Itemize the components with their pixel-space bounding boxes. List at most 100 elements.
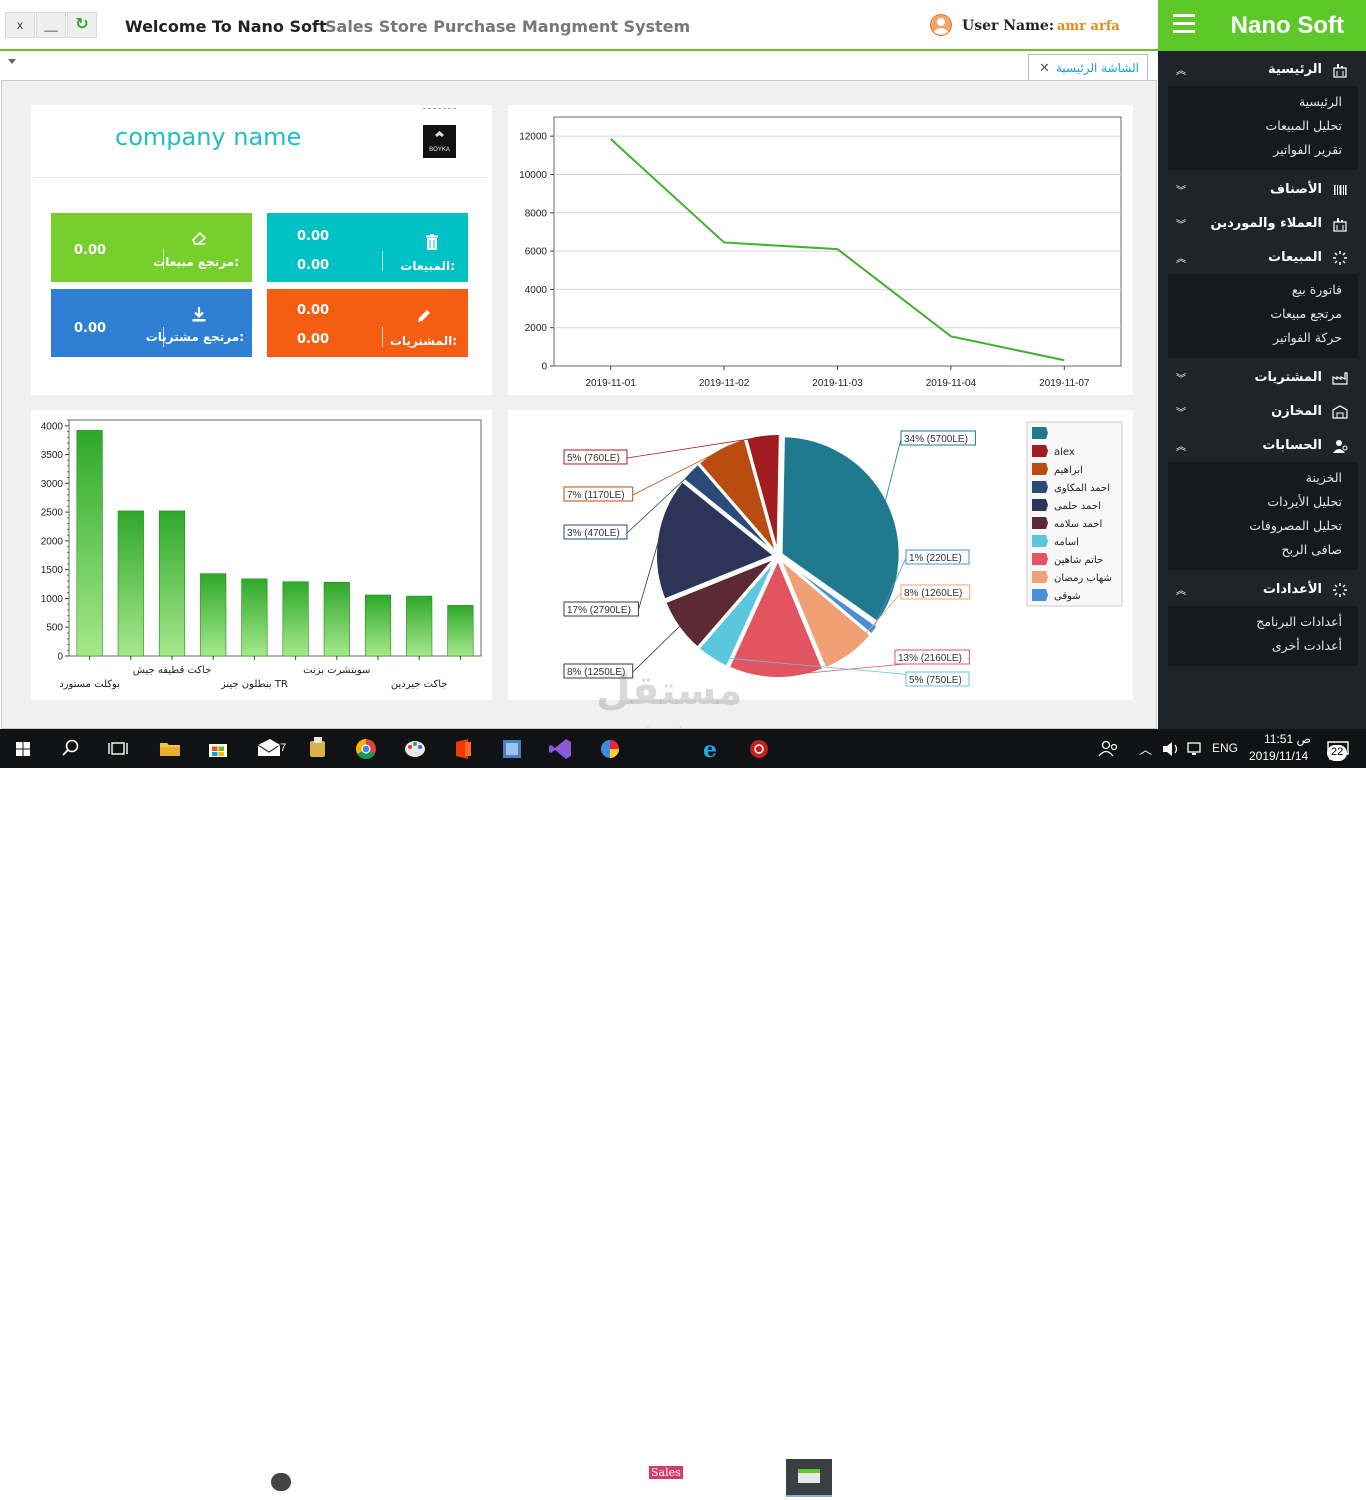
sidebar-item[interactable]: الرئيسية — [1299, 94, 1342, 109]
windows-start-icon[interactable] — [3, 734, 43, 764]
refresh-button[interactable]: ↻ — [67, 12, 97, 38]
legend-swatch — [1032, 589, 1048, 601]
slice-label: 17% (2790LE) — [567, 605, 631, 616]
tab-dropdown-icon[interactable] — [8, 59, 16, 64]
sales-app-taskbar[interactable]: Sales — [640, 1463, 680, 1493]
sidebar-item[interactable]: تحليل المصروفات — [1249, 518, 1342, 533]
slice-label: 1% (220LE) — [909, 553, 962, 564]
legend-swatch — [1032, 481, 1048, 493]
hamburger-menu-icon[interactable] — [1173, 14, 1195, 38]
chevron-down-icon[interactable]: ︾ — [1176, 370, 1186, 385]
active-app-taskbar[interactable] — [786, 1459, 832, 1497]
store-icon[interactable] — [198, 734, 238, 764]
building-icon — [1332, 62, 1348, 78]
volume-icon[interactable] — [1160, 734, 1182, 764]
x-category-label: بنطلون جينز TR — [220, 679, 288, 690]
sidebar-section-3[interactable]: ︽ المبيعات — [1168, 242, 1358, 274]
chevron-down-icon[interactable]: ︾ — [1176, 182, 1186, 197]
tools-app-icon[interactable] — [298, 734, 338, 764]
people-icon[interactable] — [1093, 734, 1125, 764]
y-tick-label: 4000 — [525, 285, 548, 296]
eraser-icon — [190, 228, 208, 246]
tab-strip: ✕ الشاشة الرئيسية — [0, 51, 1158, 80]
sidebar-section-7[interactable]: ︽ الأعدادات — [1168, 574, 1358, 606]
sidebar-section-label: المبيعات — [1268, 250, 1322, 265]
bar — [242, 579, 268, 656]
watermark: مستقل — [596, 668, 742, 714]
internet-explorer-icon[interactable]: e — [690, 734, 730, 764]
chevron-up-icon[interactable]: ︽ — [1176, 582, 1186, 597]
purchase-return-card[interactable]: 0.00 مرتجع مشتريات: — [51, 289, 252, 357]
sidebar-item[interactable]: حركة الفواتير — [1273, 330, 1342, 345]
sidebar-item[interactable]: الخزينة — [1306, 470, 1342, 485]
sales-value-2: 0.00 — [297, 258, 329, 273]
purchases-card[interactable]: 0.00 0.00 المشتريات: — [267, 289, 468, 357]
trash-icon — [423, 233, 441, 251]
paint-icon[interactable] — [395, 734, 435, 764]
legend-label: شهاب رمضان — [1054, 573, 1112, 584]
sales-card[interactable]: 0.00 0.00 المبيعات: — [267, 213, 468, 282]
task-view-icon[interactable] — [98, 734, 138, 764]
sidebar-item[interactable]: تحليل المبيعات — [1265, 118, 1342, 133]
leader-line — [638, 538, 659, 610]
tab-close-icon[interactable]: ✕ — [1039, 60, 1050, 76]
file-explorer-icon[interactable] — [150, 734, 190, 764]
clock-date[interactable]: 2019/11/14 — [1249, 749, 1308, 763]
sidebar-section-6[interactable]: ︽الحسابات — [1168, 430, 1358, 462]
taskbar: 27 Sales e ︿ — [0, 729, 1366, 768]
video-app-icon[interactable] — [492, 734, 532, 764]
sales-label: المبيعات: — [400, 259, 455, 273]
sidebar-section-label: الأصناف — [1270, 182, 1322, 197]
minimize-window-button[interactable]: __ — [36, 12, 66, 38]
y-tick-label: 4000 — [41, 421, 64, 432]
pencil-icon — [415, 307, 433, 325]
brand-header: Nano Soft — [1158, 0, 1366, 51]
sidebar-section-label: الأعدادات — [1263, 582, 1322, 597]
show-hidden-icons[interactable]: ︿ — [1139, 739, 1152, 758]
sidebar-section-4[interactable]: ︾المشتريات — [1168, 362, 1358, 394]
purchases-label: المشتريات: — [390, 334, 457, 348]
sidebar-item[interactable]: أعدادات البرنامج — [1256, 614, 1342, 629]
leader-line — [885, 439, 901, 502]
legend-swatch — [1032, 427, 1048, 439]
network-icon[interactable] — [1185, 734, 1207, 764]
color-app-icon[interactable] — [590, 734, 630, 764]
sidebar-item[interactable]: تحليل الأيردات — [1267, 494, 1342, 509]
sidebar-item[interactable]: صافى الربح — [1281, 542, 1342, 557]
legend-swatch — [1032, 553, 1048, 565]
legend-label: احمد سلامه — [1054, 519, 1102, 530]
sidebar-item[interactable]: تقرير الفواتير — [1273, 142, 1342, 157]
chevron-down-icon[interactable]: ︾ — [1176, 216, 1186, 231]
language-indicator[interactable]: ENG — [1212, 741, 1238, 755]
chevron-up-icon[interactable]: ︽ — [1176, 62, 1186, 77]
sales-return-card[interactable]: 0.00 مرتجع مبيعات: — [51, 213, 252, 282]
close-window-button[interactable]: x — [5, 12, 35, 38]
chevron-down-icon[interactable]: ︾ — [1176, 404, 1186, 419]
sidebar-section-1[interactable]: ︾ الأصناف — [1168, 174, 1358, 206]
sidebar-item[interactable]: فاتورة بيع — [1292, 282, 1342, 297]
bar — [324, 582, 350, 656]
sidebar-section-5[interactable]: ︾المخازن — [1168, 396, 1358, 428]
purchases-value-1: 0.00 — [297, 303, 329, 318]
search-icon[interactable] — [50, 734, 90, 764]
user-avatar-icon — [930, 14, 952, 36]
clock-time[interactable]: 11:51 ص — [1255, 732, 1311, 746]
legend-swatch — [1032, 463, 1048, 475]
brand-title: Nano Soft — [1231, 12, 1344, 40]
office-icon[interactable] — [443, 734, 483, 764]
chevron-up-icon[interactable]: ︽ — [1176, 250, 1186, 265]
security-app-icon[interactable] — [739, 734, 779, 764]
chrome-icon[interactable] — [346, 734, 386, 764]
sidebar-section-0[interactable]: ︽ الرئيسية — [1168, 54, 1358, 86]
sidebar-section-label: الرئيسية — [1268, 62, 1322, 77]
legend-swatch — [1032, 535, 1048, 547]
sidebar-item[interactable]: أعدادت أخرى — [1272, 638, 1342, 653]
visual-studio-icon[interactable] — [541, 734, 581, 764]
sidebar-item[interactable]: مرتجع مبيعات — [1270, 306, 1342, 321]
tab-home-screen[interactable]: ✕ الشاشة الرئيسية — [1028, 54, 1148, 81]
chevron-up-icon[interactable]: ︽ — [1176, 438, 1186, 453]
barcode-icon — [1332, 182, 1348, 198]
sidebar-section-2[interactable]: ︾العملاء والموردين — [1168, 208, 1358, 240]
slice-label: 34% (5700LE) — [904, 434, 968, 445]
